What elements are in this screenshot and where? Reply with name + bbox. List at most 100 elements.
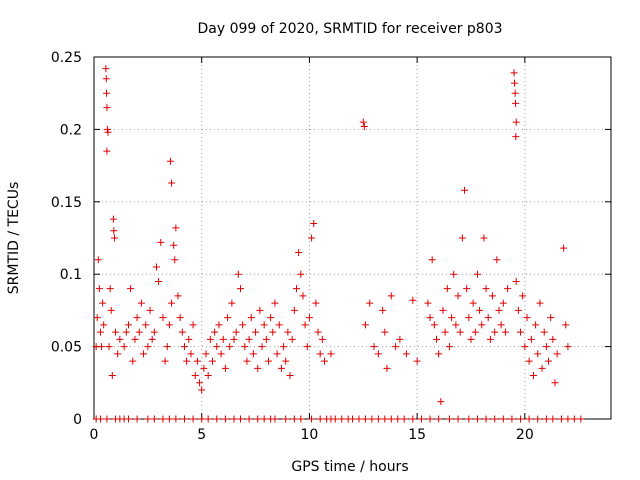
data-point xyxy=(102,65,110,73)
data-point xyxy=(94,256,102,264)
data-point xyxy=(312,299,320,307)
data-point xyxy=(213,343,221,351)
data-point xyxy=(196,379,204,387)
data-point xyxy=(553,350,561,358)
data-point xyxy=(98,343,106,351)
data-point xyxy=(564,343,572,351)
data-point xyxy=(501,328,509,336)
data-point xyxy=(441,328,449,336)
data-point xyxy=(508,415,516,423)
data-point xyxy=(286,372,294,380)
data-point xyxy=(495,306,503,314)
data-point xyxy=(108,372,116,380)
data-point xyxy=(137,299,145,307)
data-point xyxy=(504,285,512,293)
x-tick-label: 15 xyxy=(408,427,426,443)
data-point xyxy=(264,357,272,365)
data-point xyxy=(435,350,443,358)
data-point xyxy=(297,415,305,423)
data-point xyxy=(368,415,376,423)
data-point xyxy=(381,328,389,336)
data-point xyxy=(465,415,473,423)
data-point xyxy=(471,328,479,336)
data-point xyxy=(133,415,141,423)
data-point xyxy=(480,234,488,242)
data-point xyxy=(174,292,182,300)
data-point xyxy=(439,306,447,314)
data-point xyxy=(213,415,221,423)
data-point xyxy=(295,248,303,256)
data-point xyxy=(176,314,184,322)
chart-title: Day 099 of 2020, SRMTID for receiver p80… xyxy=(197,21,502,37)
data-point xyxy=(100,321,108,329)
data-point xyxy=(577,415,585,423)
data-point xyxy=(437,398,445,406)
data-point xyxy=(252,328,260,336)
data-point xyxy=(409,415,417,423)
data-point xyxy=(168,179,176,187)
data-point xyxy=(204,372,212,380)
data-point xyxy=(512,133,520,141)
data-point xyxy=(110,234,118,242)
data-point xyxy=(256,306,264,314)
data-point xyxy=(519,292,527,300)
data-point xyxy=(288,335,296,343)
data-point xyxy=(260,321,268,329)
data-point xyxy=(529,372,537,380)
data-point xyxy=(172,415,180,423)
data-point xyxy=(387,415,395,423)
data-point xyxy=(303,343,311,351)
data-point xyxy=(198,386,206,394)
data-point xyxy=(491,328,499,336)
data-point xyxy=(172,224,180,232)
data-point xyxy=(536,299,544,307)
data-point xyxy=(402,350,410,358)
data-point xyxy=(461,186,469,194)
y-tick-label: 0 xyxy=(73,412,82,428)
data-point xyxy=(499,299,507,307)
data-point xyxy=(193,357,201,365)
data-point xyxy=(467,335,475,343)
data-point xyxy=(445,415,453,423)
data-point xyxy=(103,125,111,133)
data-point xyxy=(482,285,490,293)
data-point xyxy=(542,415,550,423)
data-point xyxy=(491,415,499,423)
data-point xyxy=(443,285,451,293)
data-point xyxy=(473,270,481,278)
data-point xyxy=(144,343,152,351)
data-point xyxy=(510,69,518,77)
data-point xyxy=(221,415,229,423)
data-point xyxy=(152,263,160,271)
data-point xyxy=(133,314,141,322)
data-point xyxy=(327,350,335,358)
data-point xyxy=(374,415,382,423)
data-point xyxy=(484,314,492,322)
data-point xyxy=(124,321,132,329)
data-point xyxy=(155,277,163,285)
data-points xyxy=(92,65,585,423)
data-point xyxy=(105,343,113,351)
data-point xyxy=(392,343,400,351)
data-point xyxy=(359,118,367,126)
data-point xyxy=(187,350,195,358)
data-point xyxy=(387,292,395,300)
data-point xyxy=(512,277,520,285)
data-point xyxy=(517,328,525,336)
y-tick-label: 0.15 xyxy=(51,195,82,211)
x-tick-label: 0 xyxy=(90,427,99,443)
x-tick-label: 20 xyxy=(516,427,534,443)
data-point xyxy=(254,415,262,423)
data-point xyxy=(426,314,434,322)
data-point xyxy=(426,415,434,423)
data-point xyxy=(168,299,176,307)
data-point xyxy=(103,104,111,112)
y-tick-label: 0.25 xyxy=(51,50,82,66)
data-point xyxy=(542,343,550,351)
data-point xyxy=(454,292,462,300)
data-point xyxy=(131,335,139,343)
data-point xyxy=(284,328,292,336)
grid xyxy=(94,57,611,419)
data-point xyxy=(215,321,223,329)
